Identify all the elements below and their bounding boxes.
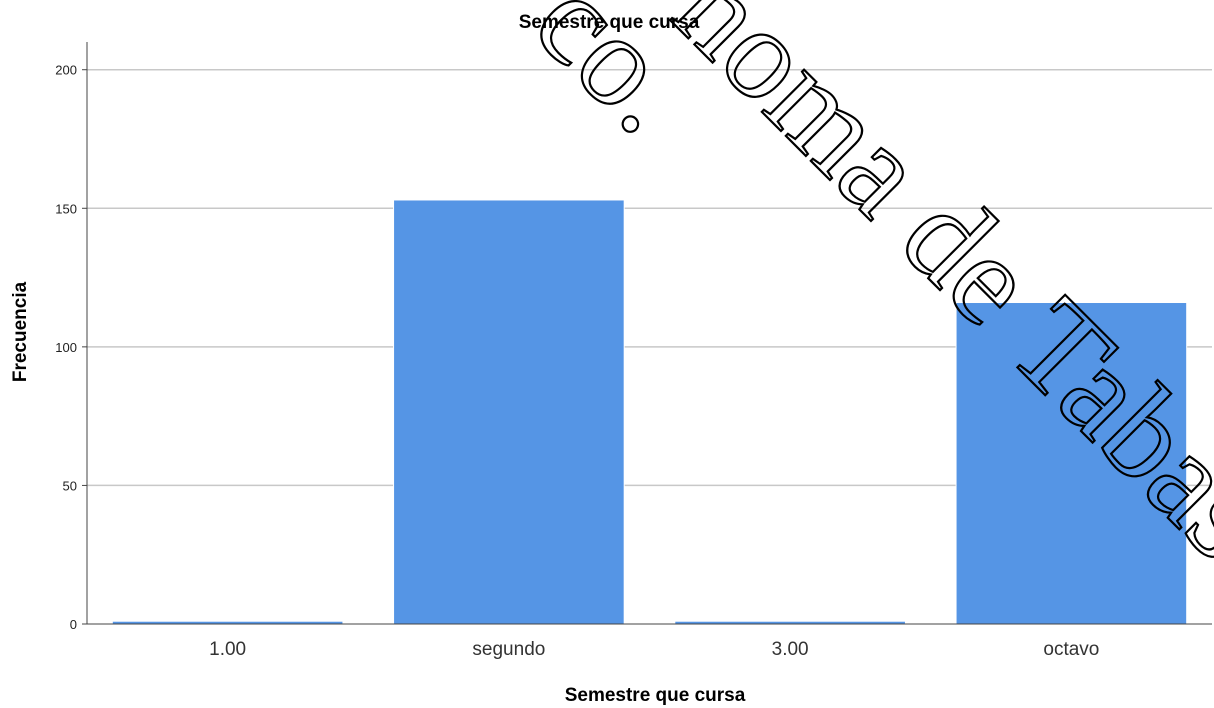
x-tick-label: 3.00 — [772, 639, 809, 660]
x-ticks: 1.00 segundo 3.00 octavo — [209, 639, 1099, 660]
x-tick-label: 1.00 — [209, 639, 246, 660]
y-ticks: 0 50 100 150 200 — [55, 63, 87, 632]
y-axis-label: Frecuencia — [10, 281, 31, 382]
y-tick-label: 200 — [55, 63, 77, 78]
y-tick-label: 50 — [63, 478, 77, 493]
y-tick-label: 150 — [55, 201, 77, 216]
chart-title: Semestre que cursa — [519, 12, 700, 33]
y-tick-label: 100 — [55, 340, 77, 355]
bar-octavo — [955, 302, 1188, 625]
y-tick-label: 0 — [70, 617, 77, 632]
x-tick-label: segundo — [472, 639, 545, 660]
bar-segundo — [393, 199, 625, 625]
x-axis-label: Semestre que cursa — [565, 685, 746, 706]
bars — [111, 199, 1188, 625]
x-tick-label: octavo — [1043, 639, 1099, 660]
